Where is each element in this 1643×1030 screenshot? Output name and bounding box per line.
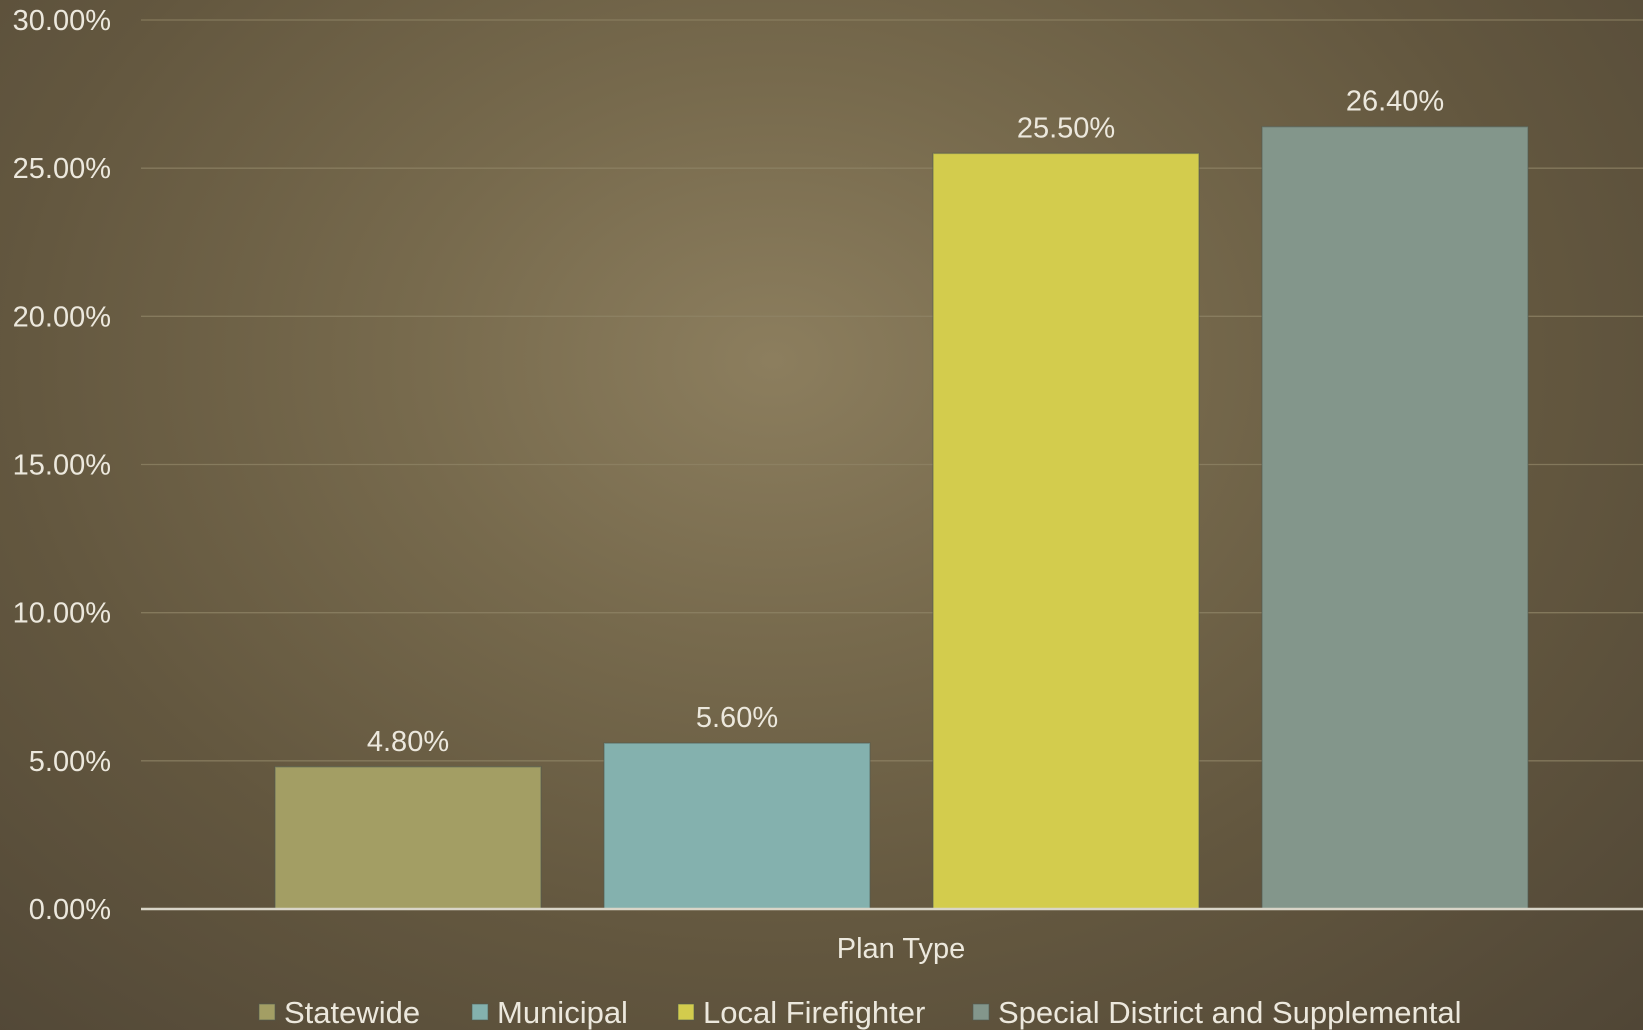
legend-swatch (972, 1003, 990, 1021)
legend: Statewide Municipal Local Firefighter Speci… (258, 995, 1462, 1030)
data-label: 26.40% (1346, 86, 1444, 118)
bars (274, 125, 1529, 910)
bar (932, 152, 1200, 910)
data-label: 5.60% (696, 702, 778, 734)
bar (1261, 125, 1529, 910)
y-tick-label: 10.00% (13, 598, 111, 630)
x-axis-title: Plan Type (837, 933, 965, 965)
bar (274, 766, 542, 910)
y-tick-label: 5.00% (29, 746, 111, 778)
y-tick-label: 30.00% (13, 5, 111, 37)
y-axis-tick-labels: 0.00% 5.00% 10.00% 15.00% 20.00% 25.00% 30.00% (13, 5, 111, 926)
legend-swatch (258, 1003, 276, 1021)
legend-swatch (677, 1003, 695, 1021)
y-tick-label: 20.00% (13, 301, 111, 333)
legend-label: Statewide (284, 995, 420, 1030)
y-tick-label: 25.00% (13, 153, 111, 185)
data-label: 25.50% (1017, 112, 1115, 144)
y-tick-label: 0.00% (29, 894, 111, 926)
legend-label: Local Firefighter (703, 995, 925, 1030)
data-label: 4.80% (367, 726, 449, 758)
legend-label: Municipal (497, 995, 628, 1030)
legend-label: Special District and Supplemental (998, 995, 1462, 1030)
data-labels: 4.80% 5.60% 25.50% 26.40% (367, 86, 1444, 758)
bar (603, 742, 871, 910)
legend-swatch (471, 1003, 489, 1021)
y-tick-label: 15.00% (13, 450, 111, 482)
